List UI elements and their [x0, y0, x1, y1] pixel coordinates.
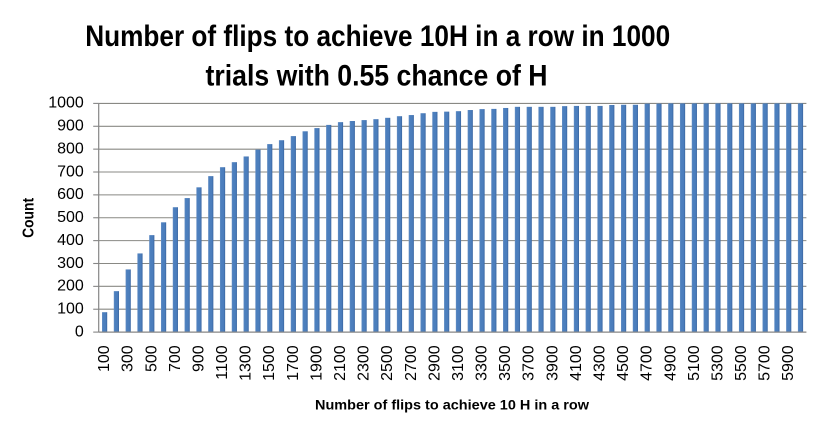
svg-text:1700: 1700 [285, 345, 302, 381]
svg-text:4100: 4100 [568, 345, 585, 381]
svg-text:2700: 2700 [403, 345, 420, 381]
svg-text:900: 900 [57, 118, 84, 135]
svg-text:4500: 4500 [615, 345, 632, 381]
svg-text:1100: 1100 [214, 345, 231, 380]
svg-text:trials with 0.55 chance of H: trials with 0.55 chance of H [206, 60, 548, 93]
svg-text:100: 100 [57, 301, 84, 318]
svg-text:3300: 3300 [474, 345, 491, 381]
svg-text:3700: 3700 [521, 345, 538, 381]
svg-text:Number of flips to achieve 10H: Number of flips to achieve 10H in a row … [85, 20, 670, 53]
svg-text:5300: 5300 [709, 345, 726, 381]
svg-text:300: 300 [120, 345, 137, 372]
svg-text:2500: 2500 [379, 345, 396, 381]
svg-text:900: 900 [190, 345, 207, 372]
svg-text:200: 200 [57, 278, 84, 295]
svg-text:5900: 5900 [780, 345, 797, 381]
svg-text:2900: 2900 [426, 345, 443, 381]
svg-text:2100: 2100 [332, 345, 349, 381]
svg-text:2300: 2300 [356, 345, 373, 381]
svg-text:0: 0 [75, 323, 84, 340]
svg-text:5500: 5500 [733, 345, 750, 381]
svg-text:500: 500 [57, 209, 84, 226]
svg-text:400: 400 [57, 232, 84, 249]
svg-text:3900: 3900 [544, 345, 561, 381]
svg-text:100: 100 [96, 345, 113, 372]
svg-text:4700: 4700 [639, 345, 656, 381]
svg-text:700: 700 [57, 163, 84, 180]
svg-text:3100: 3100 [450, 345, 467, 381]
svg-text:300: 300 [57, 255, 84, 272]
svg-text:1500: 1500 [261, 345, 278, 381]
svg-text:500: 500 [143, 345, 160, 372]
svg-text:3500: 3500 [497, 345, 514, 381]
svg-text:700: 700 [167, 345, 184, 372]
svg-text:5100: 5100 [686, 345, 703, 381]
svg-text:Count: Count [21, 197, 38, 238]
svg-text:5700: 5700 [757, 345, 774, 381]
svg-text:Number of flips to achieve 10: Number of flips to achieve 10 H in a row [315, 397, 589, 413]
svg-text:4900: 4900 [662, 345, 679, 381]
svg-text:4300: 4300 [591, 345, 608, 381]
svg-text:800: 800 [57, 140, 84, 157]
svg-text:1300: 1300 [238, 345, 255, 381]
svg-text:600: 600 [57, 186, 84, 203]
svg-text:1900: 1900 [308, 345, 325, 381]
svg-text:1000: 1000 [48, 95, 84, 112]
